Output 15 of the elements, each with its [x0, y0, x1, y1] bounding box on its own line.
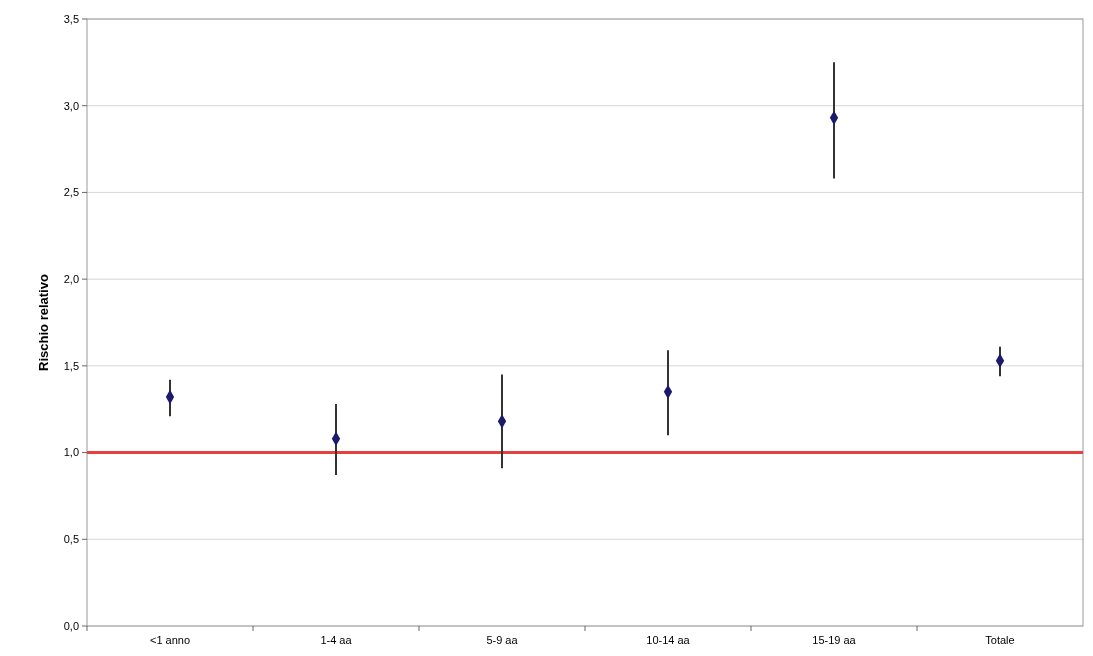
x-tick-label: 1-4 aa	[320, 634, 353, 646]
y-tick-label: 1,5	[63, 359, 79, 372]
y-tick-label: 2,5	[63, 186, 79, 199]
x-tick-label: <1 anno	[149, 634, 191, 646]
y-tick-label: 3,5	[63, 12, 79, 25]
x-tick-label: 5-9 aa	[486, 634, 519, 646]
y-tick-label: 0,5	[63, 533, 79, 546]
y-tick-label: 1,0	[63, 446, 79, 459]
x-tick-label: Totale	[985, 634, 1015, 646]
y-axis-title: Rischio relativo	[36, 274, 51, 371]
y-tick-label: 0,0	[63, 619, 79, 632]
y-tick-label: 2,0	[63, 272, 79, 285]
x-tick-label: 15-19 aa	[812, 634, 857, 646]
x-tick-label: 10-14 aa	[646, 634, 691, 646]
y-tick-label: 3,0	[63, 99, 79, 112]
